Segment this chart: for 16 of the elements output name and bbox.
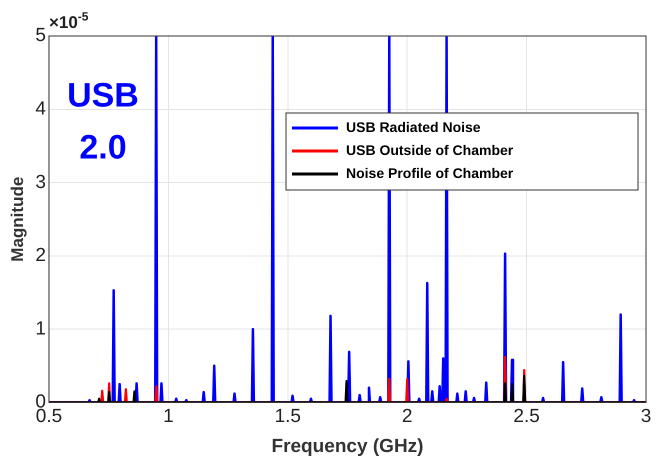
y-tick-label: 4 <box>35 98 46 120</box>
x-axis-title: Frequency (GHz) <box>271 436 424 457</box>
x-tick-label: 1.5 <box>274 406 301 428</box>
x-tick-label: 2 <box>402 406 412 428</box>
x-tick-label: 1 <box>163 406 174 428</box>
y-tick-label: 1 <box>35 318 46 340</box>
legend-label: USB Radiated Noise <box>346 118 481 135</box>
x-tick-label: 3 <box>640 406 652 428</box>
y-axis-title: Magnitude <box>8 176 27 262</box>
annotation: USB 2.0 <box>67 76 139 166</box>
legend-label: USB Outside of Chamber <box>346 142 514 158</box>
y-tick-label: 3 <box>35 172 46 193</box>
y-tick-label: 5 <box>35 25 46 46</box>
x-tick-label: 2.5 <box>513 406 540 428</box>
y-tick-label: 2 <box>35 245 46 266</box>
legend-label: Noise Profile of Chamber <box>346 164 514 181</box>
